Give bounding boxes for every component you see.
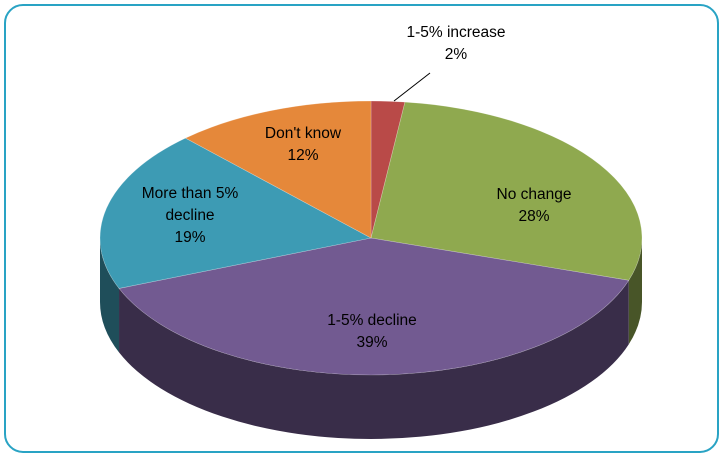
pie-slice (118, 237, 630, 376)
slice-label: Don't know 12% (248, 123, 358, 167)
slice-label: 1-5% decline 39% (292, 310, 452, 354)
leader-line (393, 72, 431, 102)
pie-side (119, 280, 629, 439)
pie-slice (184, 100, 372, 239)
category-label: 1-5% decline (327, 312, 417, 329)
value-label: 39% (356, 334, 388, 351)
category-label: More than 5% decline (141, 185, 239, 224)
slice-label: More than 5% decline 19% (125, 183, 255, 249)
value-label: 12% (287, 147, 319, 164)
slice-label: No change 28% (474, 184, 594, 228)
pie-slice (99, 137, 372, 289)
pie-side (100, 238, 120, 353)
value-label: 2% (444, 46, 468, 63)
value-label: 28% (518, 208, 550, 225)
category-label: Don't know (264, 125, 342, 142)
pie-side (628, 238, 642, 345)
slice-label: 1-5% increase 2% (401, 22, 511, 66)
category-label: No change (496, 186, 572, 203)
value-label: 19% (174, 229, 206, 246)
pie-slice (370, 101, 643, 281)
pie-slice (370, 100, 406, 239)
category-label: 1-5% increase (406, 24, 506, 41)
